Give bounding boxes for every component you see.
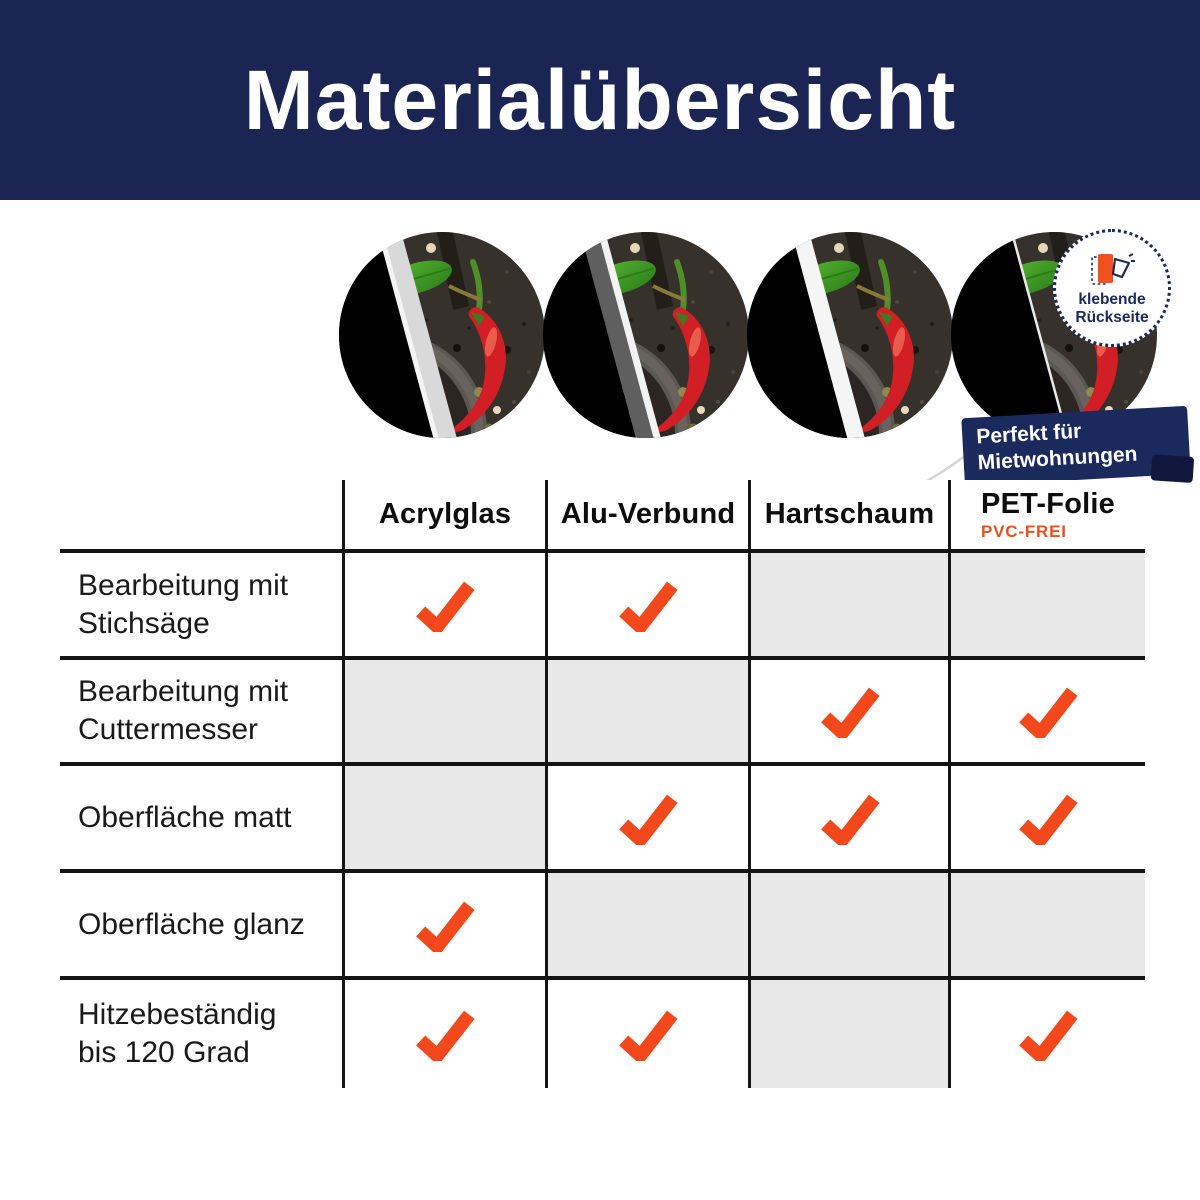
header-banner: Materialübersicht	[0, 0, 1200, 200]
check-cell	[548, 553, 751, 660]
row-label: Hitzebeständig bis 120 Grad	[60, 980, 345, 1088]
check-cell	[951, 766, 1145, 873]
column-header-label: Hartschaum	[764, 498, 935, 530]
row-label-line: Bearbeitung mit	[78, 675, 289, 708]
peel-off-sticker-icon	[1091, 253, 1135, 285]
material-photo-hartschaum	[747, 232, 953, 438]
check-cell	[548, 766, 751, 873]
na-cell	[751, 873, 951, 980]
row-label-line: Bearbeitung mit	[78, 568, 289, 602]
row-label: Bearbeitung mit Stichsäge	[60, 553, 345, 660]
adhesive-back-badge: klebende Rückseite	[1053, 229, 1171, 347]
check-cell	[548, 980, 751, 1088]
check-cell	[751, 660, 951, 766]
row-label-line: Oberfläche glanz	[78, 907, 305, 941]
check-cell	[751, 766, 951, 873]
na-cell	[548, 660, 751, 766]
column-header-alu-verbund: Alu-Verbund	[548, 480, 751, 553]
row-label-line: Oberfläche matt	[78, 800, 292, 834]
row-label: Bearbeitung mit Cuttermesser	[60, 660, 345, 766]
check-cell	[345, 980, 548, 1088]
check-icon	[1019, 1010, 1078, 1061]
check-cell	[345, 553, 548, 660]
check-icon	[1019, 794, 1078, 845]
column-header-pet-folie: PET-Folie PVC-FREI	[951, 480, 1145, 553]
na-cell	[951, 553, 1145, 660]
page-title: Materialübersicht	[243, 52, 957, 147]
column-header-label: Alu-Verbund	[560, 498, 736, 530]
table-corner-cell	[60, 480, 345, 553]
badge-label-line1: klebende	[1078, 291, 1146, 308]
row-label-line: Cuttermesser	[78, 713, 259, 746]
check-icon	[1019, 687, 1078, 738]
row-label-line: Stichsäge	[78, 606, 210, 640]
column-header-hartschaum: Hartschaum	[751, 480, 951, 553]
check-icon	[820, 794, 880, 845]
check-icon	[416, 1010, 475, 1061]
check-icon	[619, 794, 678, 845]
badge-label-line2: Rückseite	[1075, 308, 1149, 326]
check-icon	[619, 581, 678, 632]
material-photo-pet-folie	[951, 232, 1157, 438]
check-cell	[345, 873, 548, 980]
column-header-label: PET-Folie	[981, 487, 1115, 520]
na-cell	[751, 553, 951, 660]
check-cell	[951, 660, 1145, 766]
check-icon	[416, 581, 475, 632]
rental-ribbon: Perfekt für Mietwohnungen	[961, 405, 1191, 487]
row-label-line: Hitzebeständig	[78, 998, 277, 1031]
na-cell	[548, 873, 751, 980]
material-photo-acrylglas	[339, 232, 545, 438]
check-cell	[951, 980, 1145, 1088]
column-header-label: Acrylglas	[378, 498, 512, 530]
row-label: Oberfläche matt	[60, 766, 345, 873]
comparison-table: Acrylglas Alu-Verbund Hartschaum PET-Folie P…	[60, 480, 1145, 1088]
na-cell	[345, 660, 548, 766]
na-cell	[345, 766, 548, 873]
column-header-sublabel: PVC-FREI	[981, 521, 1067, 541]
material-photo-alu-verbund	[543, 232, 749, 438]
na-cell	[951, 873, 1145, 980]
check-icon	[820, 687, 880, 738]
column-header-acrylglas: Acrylglas	[345, 480, 548, 553]
check-icon	[416, 901, 475, 952]
na-cell	[751, 980, 951, 1088]
check-icon	[619, 1010, 678, 1061]
row-label-line: bis 120 Grad	[78, 1036, 250, 1069]
row-label: Oberfläche glanz	[60, 873, 345, 980]
